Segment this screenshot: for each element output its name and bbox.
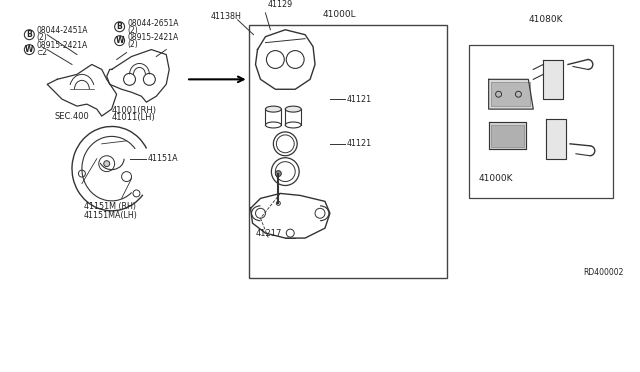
Text: (2): (2): [36, 33, 47, 42]
Polygon shape: [546, 119, 566, 159]
Text: SEC.400: SEC.400: [54, 112, 89, 121]
Text: 41151MA(LH): 41151MA(LH): [84, 211, 138, 220]
Circle shape: [104, 161, 109, 167]
Polygon shape: [489, 79, 533, 109]
Text: 41121: 41121: [347, 140, 372, 148]
Text: 41217: 41217: [255, 229, 282, 238]
Text: RD400002: RD400002: [583, 268, 623, 277]
Text: 41129: 41129: [268, 0, 292, 9]
Text: 41121: 41121: [347, 95, 372, 104]
Text: ⊂2: ⊂2: [36, 48, 47, 57]
Text: 41080K: 41080K: [529, 15, 563, 24]
Circle shape: [275, 171, 282, 177]
Text: 08915-2421A: 08915-2421A: [127, 33, 179, 42]
Ellipse shape: [266, 106, 282, 112]
Text: (2): (2): [127, 40, 138, 49]
Text: 08044-2651A: 08044-2651A: [127, 19, 179, 28]
Bar: [248, 25, 447, 278]
Text: 41000L: 41000L: [323, 10, 356, 19]
Text: 41151A: 41151A: [147, 154, 178, 163]
Bar: [491, 82, 531, 106]
Text: B: B: [116, 22, 122, 31]
Ellipse shape: [285, 106, 301, 112]
Polygon shape: [489, 122, 526, 149]
Text: 41151M (RH): 41151M (RH): [84, 202, 136, 211]
Polygon shape: [543, 60, 563, 99]
Bar: [469, 45, 612, 198]
Text: 08044-2451A: 08044-2451A: [36, 26, 88, 35]
Text: (2): (2): [127, 26, 138, 35]
Text: 08915-2421A: 08915-2421A: [36, 41, 88, 50]
Text: 41011(LH): 41011(LH): [111, 113, 156, 122]
Text: 41000K: 41000K: [479, 174, 513, 183]
Bar: [491, 125, 524, 147]
Text: W: W: [115, 36, 124, 45]
Text: 41138H: 41138H: [211, 12, 242, 21]
Text: W: W: [25, 45, 33, 54]
Text: B: B: [26, 30, 32, 39]
Text: 41001(RH): 41001(RH): [111, 106, 157, 115]
